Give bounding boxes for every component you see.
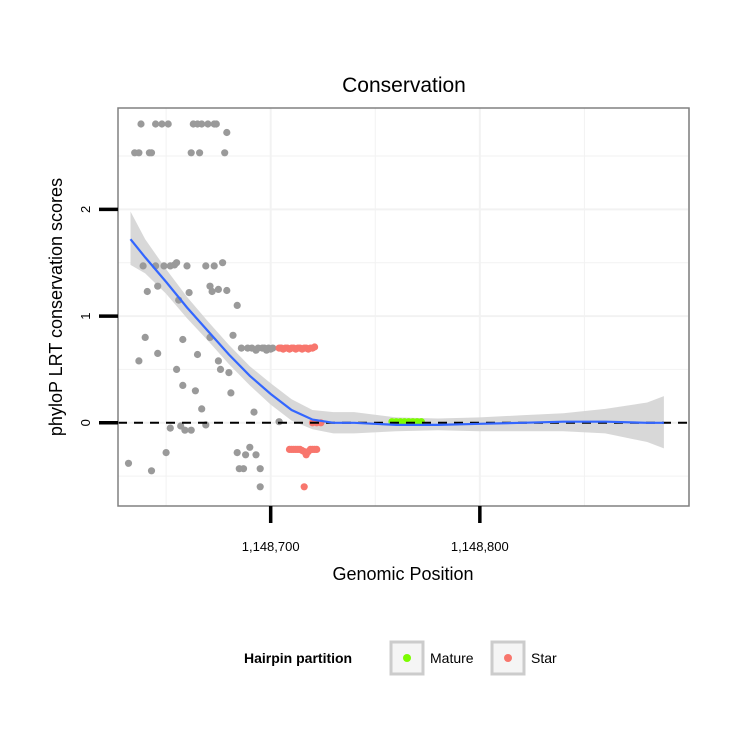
y-axis: 0 1 2 [78,206,118,426]
point-other [147,149,156,157]
legend-item-star: Star [490,640,557,676]
point-other [135,357,143,365]
smooth-fit-line [129,238,664,426]
point-other [204,120,212,128]
point-other [191,387,199,395]
x-tick-label: 1,148,700 [242,539,300,554]
point-other [214,357,222,365]
x-tick-label: 1,148,800 [451,539,509,554]
point-other [242,451,250,459]
point-other [246,443,254,451]
point-other [233,449,241,457]
point-other [269,344,277,352]
point-other [179,381,187,389]
x-axis: 1,148,700 1,148,800 [242,506,509,554]
point-other [187,426,195,434]
point-other [239,465,248,473]
point-other [196,149,204,157]
chart-title: Conservation [342,74,466,97]
point-other [183,262,191,270]
point-other [219,259,227,267]
point-other [229,331,237,339]
point-other [198,120,206,128]
smooth-line-layer [118,238,689,426]
legend-label-star: Star [531,650,557,666]
legend-swatch-star [504,654,512,662]
point-other [147,467,156,475]
point-other [154,282,162,290]
point-other [212,120,220,128]
point-other [202,262,210,270]
point-other [139,262,147,270]
y-tick-label: 2 [78,206,93,213]
legend-item-mature: Mature [389,640,474,676]
point-other [166,424,174,432]
point-other [185,289,193,297]
point-other [187,149,195,157]
point-other [181,426,189,434]
plot-panel-border [117,107,690,507]
point-other [227,389,235,397]
point-other [137,120,145,128]
point-other [135,149,143,157]
point-other [173,259,181,267]
point-other [225,369,233,377]
point-other [173,365,181,373]
y-tick-label: 1 [78,312,93,319]
point-other [198,405,206,413]
point-other [162,449,170,457]
legend: Hairpin partition Mature Star [244,640,557,676]
point-other [237,344,245,352]
y-axis-title: phyloP LRT conservation scores [46,178,66,436]
point-other [143,287,151,296]
legend-label-mature: Mature [430,650,474,666]
point-other [214,285,222,293]
point-other [160,262,168,270]
legend-title: Hairpin partition [244,650,352,666]
point-other [250,408,258,416]
point-other [223,128,231,137]
point-other [275,418,283,426]
plot-panel [118,108,689,506]
y-tick-label: 0 [78,419,93,426]
legend-key-mature [389,640,425,676]
point-other [208,287,216,296]
point-other [252,451,260,459]
x-axis-title: Genomic Position [332,564,473,584]
point-star [313,445,321,453]
point-other [223,286,231,295]
point-other [158,120,166,128]
point-other [154,349,162,357]
point-other [152,120,160,128]
point-other [256,465,264,473]
point-star [311,343,319,351]
point-other [216,365,225,373]
point-other [193,350,202,359]
point-other [179,335,187,344]
point-other [124,459,133,467]
point-other [256,483,264,491]
point-other [221,149,229,157]
point-other [233,301,241,309]
point-other [141,333,149,341]
point-other [164,120,172,128]
point-other [210,262,218,270]
legend-swatch-mature [403,654,411,662]
point-star [300,483,308,491]
